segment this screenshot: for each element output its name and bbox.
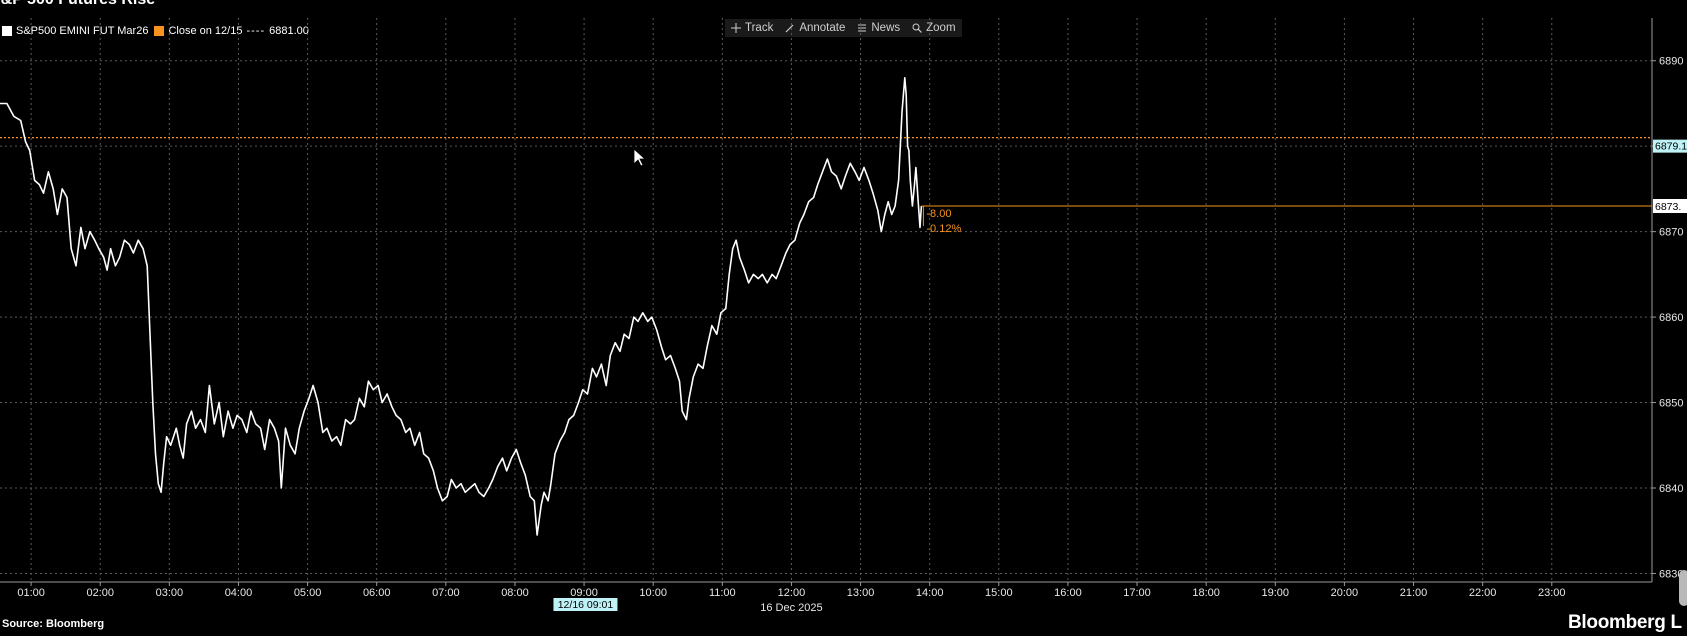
x-tick-label: 22:00 <box>1469 587 1497 599</box>
change-percent-label: -0.12% <box>926 223 961 235</box>
price-series-line <box>0 77 923 536</box>
x-tick-label: 18:00 <box>1192 587 1220 599</box>
close-value-badge <box>1653 139 1687 153</box>
last-value-label: 6873. <box>1655 201 1681 213</box>
legend-close-value: 6881.00 <box>269 25 309 37</box>
x-tick-label: 07:00 <box>432 587 460 599</box>
y-tick-label: 6890 <box>1659 56 1683 68</box>
chart-toolbar: Track Annotate News Zoom <box>725 19 962 37</box>
x-tick-label: 21:00 <box>1400 587 1428 599</box>
news-button[interactable]: News <box>851 22 906 34</box>
x-tick-label: 19:00 <box>1262 587 1290 599</box>
y-axis: 6830684068506860687068806890 <box>1651 18 1683 582</box>
y-tick-label: 6870 <box>1659 227 1683 239</box>
legend-close[interactable]: Close on 12/15 ---- 6881.00 <box>154 25 309 37</box>
track-button[interactable]: Track <box>725 22 779 34</box>
x-tick-label: 05:00 <box>294 587 322 599</box>
x-tick-label: 01:00 <box>17 587 45 599</box>
zoom-button[interactable]: Zoom <box>906 22 961 34</box>
x-tick-label: 14:00 <box>916 587 944 599</box>
x-tick-label: 03:00 <box>156 587 184 599</box>
y-tick-label: 6830 <box>1659 568 1683 580</box>
x-tick-label: 10:00 <box>639 587 667 599</box>
magnifier-icon <box>912 23 923 33</box>
reference-lines: 6879.1 <box>0 137 1687 153</box>
date-label: 16 Dec 2025 <box>760 602 822 614</box>
y-tick-label: 6860 <box>1659 312 1683 324</box>
track-label: Track <box>745 22 774 34</box>
x-tick-label: 06:00 <box>363 587 391 599</box>
legend-series[interactable]: S&P500 EMINI FUT Mar26 <box>2 25 148 37</box>
news-label: News <box>871 22 901 34</box>
crosshair-icon <box>731 23 741 33</box>
crosshair-x-label: 12/16 09:01 <box>558 599 614 611</box>
x-tick-label: 02:00 <box>86 587 114 599</box>
y-tick-label: 6840 <box>1659 483 1683 495</box>
crosshair-x-label-bg <box>553 598 618 611</box>
x-axis: 01:00 02:00 03:00 04:00 05:00 06:00 07:00 08:00… <box>0 581 1652 614</box>
x-tick-label: 12:00 <box>778 587 806 599</box>
change-value-label: -8.00 <box>926 208 951 220</box>
x-tick-label: 09:00 <box>570 587 598 599</box>
series-swatch <box>2 26 12 36</box>
x-tick-label: 20:00 <box>1331 587 1359 599</box>
y-tick-label: 6850 <box>1659 398 1683 410</box>
bloomberg-logo: Bloomberg L <box>1568 612 1682 633</box>
zoom-label: Zoom <box>926 22 956 34</box>
annotate-label: Annotate <box>799 22 846 34</box>
last-value-badge <box>1653 199 1687 213</box>
chart-title: S&P 500 Futures Rise <box>0 0 155 9</box>
legend-close-dashes: ---- <box>246 25 266 37</box>
x-tick-label: 13:00 <box>847 587 875 599</box>
series-layer <box>0 77 923 536</box>
legend-close-label: Close on 12/15 <box>168 25 243 37</box>
x-tick-label: 15:00 <box>985 587 1013 599</box>
news-icon <box>858 24 867 32</box>
scroll-handle[interactable] <box>1679 570 1687 606</box>
x-tick-label: 17:00 <box>1123 587 1151 599</box>
x-tick-label: 08:00 <box>501 587 529 599</box>
value-labels: -8.00 -0.12% 6873. <box>921 199 1687 235</box>
annotate-button[interactable]: Annotate <box>779 22 851 34</box>
mouse-cursor-icon <box>633 148 647 167</box>
chart-legend: S&P500 EMINI FUT Mar26 Close on 12/15 --… <box>2 25 309 37</box>
close-swatch <box>154 26 165 36</box>
x-tick-label: 11:00 <box>709 587 736 599</box>
x-tick-label: 16:00 <box>1054 587 1082 599</box>
x-tick-label: 04:00 <box>225 587 253 599</box>
pencil-icon <box>785 24 794 33</box>
x-tick-label: 23:00 <box>1538 587 1566 599</box>
source-note: Source: Bloomberg <box>2 618 105 630</box>
legend-series-label: S&P500 EMINI FUT Mar26 <box>16 25 149 37</box>
close-value-label: 6879.1 <box>1655 141 1687 153</box>
grid <box>0 18 1652 582</box>
